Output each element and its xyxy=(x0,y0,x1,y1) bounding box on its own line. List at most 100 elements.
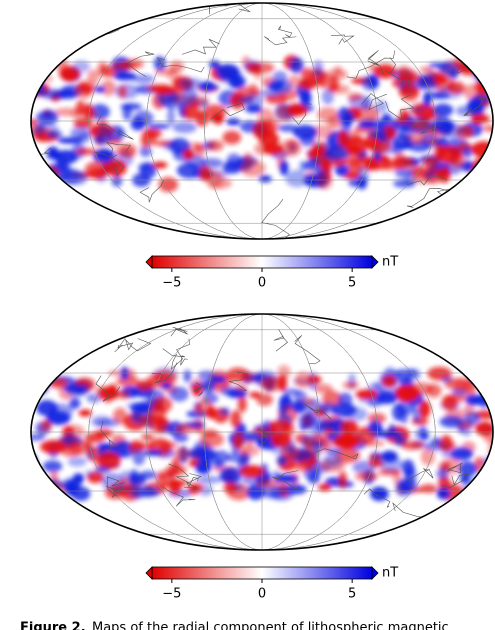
coastline xyxy=(272,470,301,490)
coastline xyxy=(151,362,178,384)
anomaly xyxy=(240,159,266,177)
anomaly xyxy=(188,484,201,495)
coastline xyxy=(361,93,387,111)
anomaly xyxy=(298,160,308,172)
anomaly xyxy=(278,404,288,415)
anomaly xyxy=(77,81,86,92)
anomaly xyxy=(31,159,43,170)
anomaly xyxy=(467,97,484,116)
anomaly xyxy=(253,121,270,140)
anomaly xyxy=(130,486,146,499)
anomaly xyxy=(239,465,265,478)
anomaly xyxy=(117,390,130,400)
anomaly xyxy=(31,370,48,379)
anomaly xyxy=(104,159,127,177)
anomaly xyxy=(111,175,123,187)
anomaly xyxy=(226,118,241,126)
anomaly xyxy=(230,410,242,428)
coastline xyxy=(171,338,190,370)
anomaly xyxy=(64,170,88,185)
anomaly xyxy=(72,60,91,73)
anomaly xyxy=(166,107,176,126)
anomaly xyxy=(147,123,170,130)
anomaly xyxy=(321,88,334,105)
anomaly xyxy=(181,87,198,106)
anomaly xyxy=(131,74,155,84)
anomaly xyxy=(154,396,173,413)
anomaly xyxy=(68,439,93,456)
tick-label: 5 xyxy=(348,276,356,291)
anomaly xyxy=(97,125,113,143)
tick-label: 0 xyxy=(258,276,266,291)
anomaly xyxy=(357,120,377,129)
coastline xyxy=(95,375,121,402)
anomaly xyxy=(31,434,46,441)
coastline xyxy=(100,420,115,451)
anomaly xyxy=(172,121,197,134)
anomaly xyxy=(87,69,101,84)
coastline xyxy=(84,10,120,36)
anomaly xyxy=(418,400,431,419)
anomaly xyxy=(212,450,230,464)
anomaly xyxy=(31,485,53,493)
coastline xyxy=(94,151,125,177)
anomaly xyxy=(333,66,343,75)
anomaly xyxy=(139,414,164,426)
coastline xyxy=(410,122,442,134)
anomaly xyxy=(75,148,98,156)
anomaly xyxy=(47,146,59,158)
anomaly xyxy=(335,448,361,464)
anomaly xyxy=(353,105,379,123)
anomaly xyxy=(130,402,152,414)
anomaly xyxy=(448,151,466,168)
anomaly xyxy=(374,100,388,113)
anomaly xyxy=(122,104,132,121)
anomaly xyxy=(35,73,44,82)
colorbar-low xyxy=(145,566,153,580)
coastline xyxy=(106,476,126,497)
anomaly xyxy=(357,157,378,164)
coastline xyxy=(342,3,374,13)
anomaly xyxy=(47,410,72,426)
anomaly xyxy=(345,421,359,436)
anomaly xyxy=(278,124,299,133)
coastline xyxy=(228,371,248,392)
anomaly xyxy=(160,382,172,389)
anomaly xyxy=(154,369,178,387)
anomaly xyxy=(433,92,451,100)
anomaly xyxy=(262,143,284,155)
anomaly xyxy=(482,384,491,395)
tick-label: −5 xyxy=(162,587,181,602)
anomaly xyxy=(310,124,334,139)
anomaly xyxy=(438,122,465,139)
anomaly xyxy=(399,83,420,102)
anomaly xyxy=(288,103,305,117)
anomaly xyxy=(141,433,155,441)
anomaly xyxy=(63,384,89,392)
coastline xyxy=(210,102,245,120)
coastline xyxy=(162,348,188,366)
anomaly xyxy=(298,412,318,429)
anomaly xyxy=(362,96,372,111)
coastline xyxy=(117,338,152,352)
anomaly xyxy=(186,448,206,459)
tick-label: −5 xyxy=(162,276,181,291)
anomaly xyxy=(75,100,86,116)
anomaly xyxy=(97,61,108,76)
anomaly xyxy=(162,141,181,151)
anomaly xyxy=(233,432,244,450)
coastline xyxy=(156,57,205,73)
anomaly xyxy=(31,480,46,489)
anomaly xyxy=(31,379,47,396)
anomaly xyxy=(260,376,284,392)
map-frame xyxy=(30,2,494,240)
anomaly xyxy=(219,467,242,484)
tick-label: 0 xyxy=(258,587,266,602)
anomaly xyxy=(94,466,110,474)
coastline xyxy=(407,175,448,186)
anomaly xyxy=(313,60,324,78)
anomaly xyxy=(368,64,380,73)
anomaly xyxy=(118,85,127,99)
anomaly xyxy=(36,110,59,125)
anomaly xyxy=(69,397,81,409)
